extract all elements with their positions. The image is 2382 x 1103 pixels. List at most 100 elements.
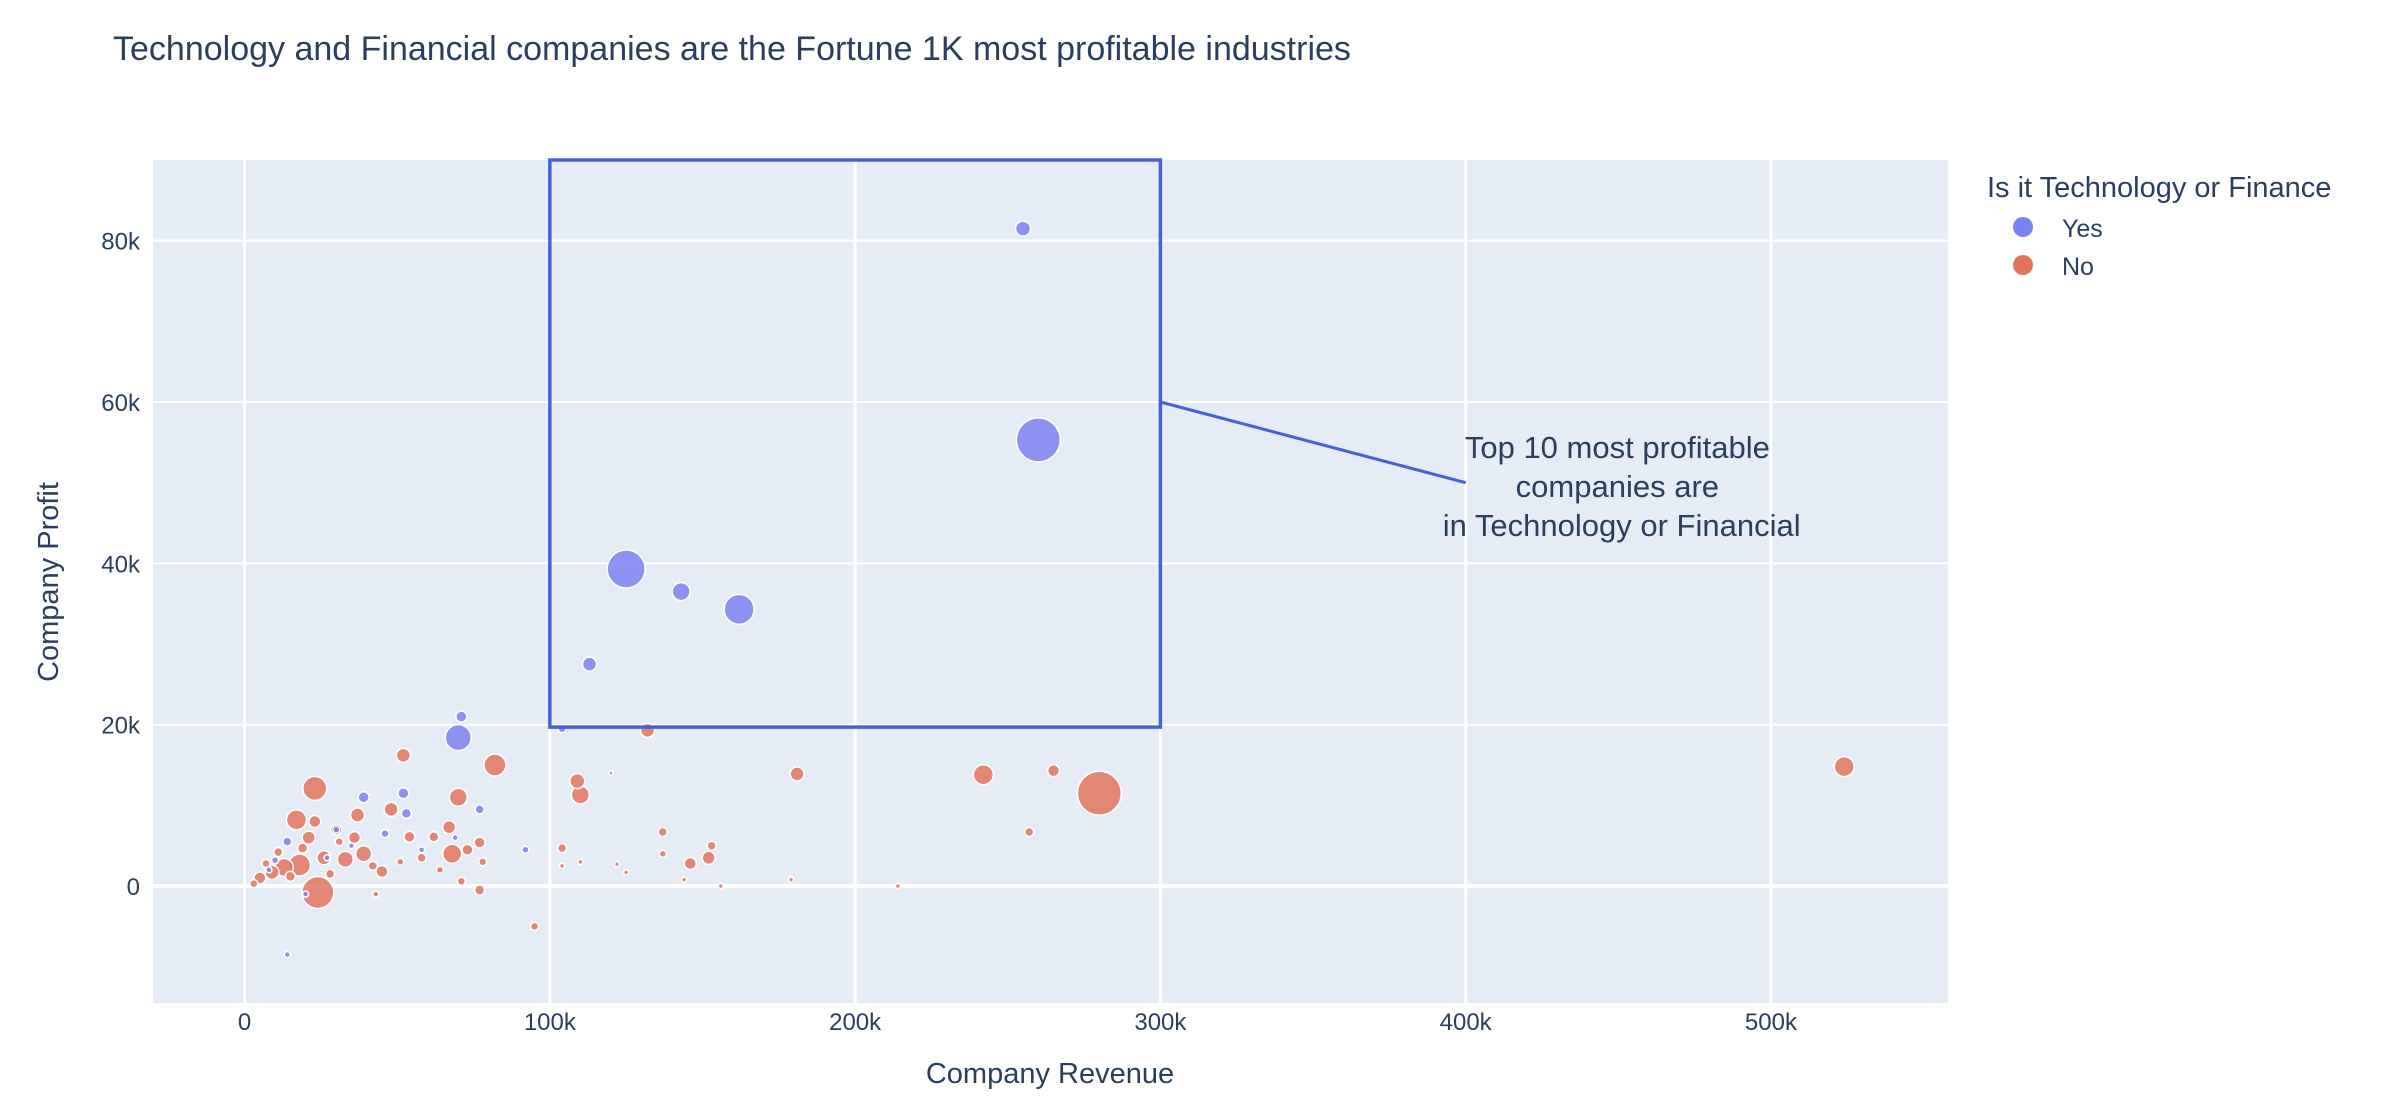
data-point-no[interactable] — [577, 858, 584, 866]
data-point-yes[interactable] — [347, 841, 356, 850]
data-point-no[interactable] — [529, 921, 540, 932]
data-point-yes[interactable] — [301, 890, 310, 898]
data-point-no[interactable] — [336, 850, 355, 869]
data-point-no[interactable] — [701, 850, 716, 866]
data-point-no[interactable] — [787, 876, 795, 883]
data-point-no[interactable] — [622, 869, 630, 876]
x-tick-label: 500k — [1745, 1009, 1798, 1036]
data-point-yes[interactable] — [581, 656, 598, 672]
data-point-no[interactable] — [461, 843, 474, 856]
annotation-text: Top 10 most profitable companies are in … — [1443, 430, 1801, 543]
y-tick-label: 0 — [127, 874, 140, 901]
data-point-no[interactable] — [396, 857, 405, 867]
data-point-no[interactable] — [308, 814, 322, 829]
data-point-no[interactable] — [383, 801, 399, 818]
data-point-no[interactable] — [403, 830, 416, 844]
data-point-no[interactable] — [556, 842, 568, 854]
data-point-yes[interactable] — [444, 723, 473, 752]
data-point-no[interactable] — [1046, 763, 1061, 778]
data-point-no[interactable] — [448, 787, 469, 808]
data-point-no[interactable] — [1076, 770, 1123, 817]
data-point-no[interactable] — [658, 849, 668, 859]
data-point-yes[interactable] — [331, 825, 341, 834]
data-point-no[interactable] — [302, 775, 328, 802]
plot-area — [153, 160, 1948, 1003]
data-point-yes[interactable] — [283, 950, 292, 959]
data-point-no[interactable] — [473, 836, 486, 849]
data-point-no[interactable] — [1023, 826, 1035, 838]
data-point-yes[interactable] — [400, 807, 413, 820]
data-point-yes[interactable] — [608, 770, 614, 776]
data-point-no[interactable] — [301, 875, 335, 910]
legend: Is it Technology or Finance Yes No — [1987, 172, 2331, 281]
data-point-no[interactable] — [972, 763, 995, 786]
data-point-no[interactable] — [558, 862, 566, 870]
data-point-no[interactable] — [477, 857, 488, 867]
data-point-no[interactable] — [683, 856, 698, 871]
x-tick-label: 300k — [1134, 1009, 1187, 1036]
data-point-no[interactable] — [301, 830, 316, 845]
data-point-no[interactable] — [272, 846, 284, 858]
data-point-no[interactable] — [324, 868, 336, 880]
data-point-no[interactable] — [334, 836, 344, 847]
data-point-yes[interactable] — [671, 581, 691, 602]
data-point-yes[interactable] — [357, 791, 370, 804]
data-point-yes[interactable] — [265, 866, 273, 874]
data-point-yes[interactable] — [474, 804, 485, 815]
data-point-no[interactable] — [456, 876, 467, 886]
data-point-no[interactable] — [354, 845, 373, 863]
data-point-no[interactable] — [435, 865, 445, 875]
annotation-line: Top 10 most profitable — [1465, 430, 1770, 465]
data-point-yes[interactable] — [1015, 417, 1062, 463]
data-point-no[interactable] — [613, 860, 621, 868]
data-point-no[interactable] — [367, 860, 379, 872]
data-point-yes[interactable] — [1014, 220, 1032, 237]
data-point-no[interactable] — [1833, 755, 1855, 778]
data-point-yes[interactable] — [397, 787, 410, 800]
x-tick-label: 200k — [829, 1009, 882, 1036]
data-point-no[interactable] — [680, 876, 688, 883]
data-point-no[interactable] — [894, 882, 902, 890]
data-point-no[interactable] — [706, 840, 717, 851]
legend-item-yes[interactable]: Yes — [2013, 215, 2103, 243]
data-point-yes[interactable] — [417, 845, 426, 854]
data-point-no[interactable] — [349, 807, 366, 823]
data-point-no[interactable] — [483, 753, 507, 777]
data-point-no[interactable] — [717, 882, 725, 890]
data-point-no[interactable] — [416, 852, 427, 864]
data-point-no[interactable] — [284, 870, 297, 883]
x-axis-tick-labels: 0 100k 200k 300k 400k 500k — [238, 1009, 1798, 1036]
data-point-no[interactable] — [261, 858, 271, 869]
data-point-no[interactable] — [395, 747, 412, 764]
data-point-yes[interactable] — [455, 710, 468, 723]
annotation-line: companies are — [1516, 469, 1719, 504]
data-point-no[interactable] — [473, 884, 486, 896]
data-point-no[interactable] — [375, 864, 389, 879]
data-point-yes[interactable] — [380, 828, 390, 839]
data-point-yes[interactable] — [270, 855, 280, 865]
data-point-no[interactable] — [569, 772, 586, 790]
data-point-no[interactable] — [441, 843, 463, 865]
legend-title: Is it Technology or Finance — [1987, 172, 2331, 204]
data-point-no[interactable] — [657, 826, 669, 838]
highlight-box — [548, 158, 1163, 729]
data-point-no[interactable] — [789, 766, 805, 782]
data-point-yes[interactable] — [451, 833, 459, 842]
data-point-no[interactable] — [428, 831, 440, 843]
data-point-no[interactable] — [248, 878, 259, 889]
data-point-yes[interactable] — [723, 593, 755, 626]
data-point-yes[interactable] — [521, 845, 530, 854]
data-point-no[interactable] — [441, 819, 457, 835]
data-point-yes[interactable] — [606, 549, 646, 589]
y-tick-label: 60k — [101, 390, 141, 417]
data-point-yes[interactable] — [282, 836, 293, 847]
legend-label-yes: Yes — [2062, 215, 2103, 243]
data-point-no[interactable] — [285, 809, 308, 831]
data-point-no[interactable] — [347, 830, 362, 845]
data-point-no[interactable] — [372, 890, 380, 898]
legend-item-no[interactable]: No — [2013, 253, 2094, 281]
data-point-yes[interactable] — [323, 854, 331, 862]
data-point-no[interactable] — [296, 842, 309, 854]
